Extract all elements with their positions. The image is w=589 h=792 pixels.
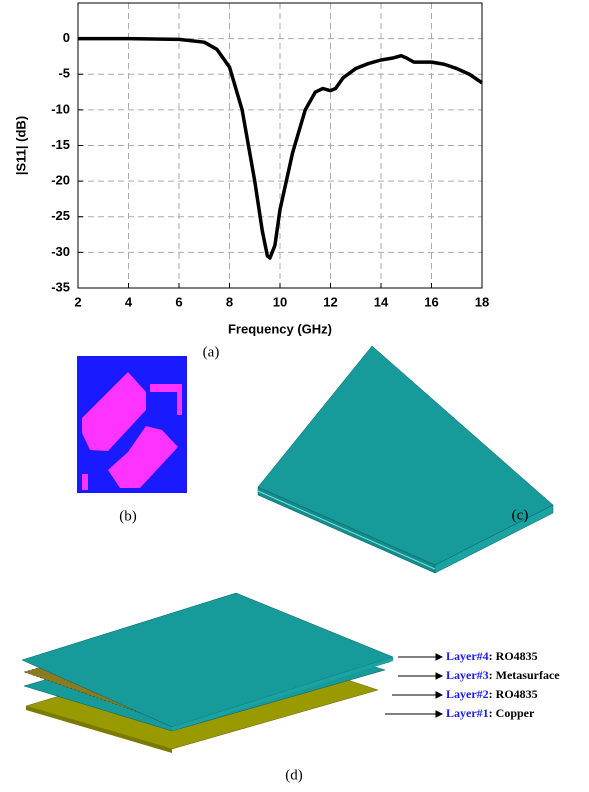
x-tick-label: 18	[475, 294, 489, 309]
x-tick-label: 6	[175, 294, 182, 309]
y-tick-label: -5	[58, 66, 70, 81]
unit-cell	[77, 356, 187, 493]
y-tick-label: -25	[51, 208, 70, 223]
x-tick-label: 8	[226, 294, 233, 309]
layer-label: Layer#2: RO4835	[446, 687, 538, 701]
y-tick-label: -20	[51, 173, 70, 188]
layer-name: Layer#4	[446, 649, 489, 663]
caption: (b)	[119, 508, 137, 524]
x-tick-label: 12	[323, 294, 337, 309]
layer-name: Layer#3	[446, 668, 489, 682]
layer-material: : RO4835	[489, 649, 538, 663]
chart: 2 4 6 8 10 12 14 16 18 0 -5 -10 -15 -20 -25 -30 -35 Frequ…	[13, 3, 489, 336]
x-tick-label: 14	[374, 294, 389, 309]
layer-name: Layer#2	[446, 687, 489, 701]
layer-material: : Copper	[489, 706, 535, 720]
y-tick-label: -30	[51, 244, 70, 259]
y-tick-label: -10	[51, 101, 70, 116]
layer-label: Layer#4: RO4835	[446, 649, 538, 663]
layer-label: Layer#1: Copper	[446, 706, 535, 720]
figure: 2 4 6 8 10 12 14 16 18 0 -5 -10 -15 -20 -25 -30 -35 Frequ…	[0, 0, 589, 792]
x-tick-label: 10	[273, 294, 287, 309]
y-tick-label: -15	[51, 137, 70, 152]
x-tick-label: 16	[424, 294, 438, 309]
x-tick-label: 2	[74, 294, 81, 309]
page: 2 4 6 8 10 12 14 16 18 0 -5 -10 -15 -20 -25 -30 -35 Frequ…	[0, 0, 589, 792]
layer-material: : RO4835	[489, 687, 538, 701]
y-tick-label: -35	[51, 279, 70, 294]
x-axis-label: Frequency (GHz)	[228, 321, 332, 336]
x-tick-label: 4	[125, 294, 133, 309]
caption: (a)	[203, 344, 220, 360]
layer-material: : Metasurface	[489, 668, 561, 682]
caption: (c)	[512, 507, 529, 523]
layer-name: Layer#1	[446, 706, 489, 720]
y-axis-label: |S11| (dB)	[13, 116, 28, 175]
y-tick-label: 0	[63, 30, 70, 45]
slab-3d	[258, 346, 553, 573]
exploded-layers	[22, 593, 442, 753]
layer-label: Layer#3: Metasurface	[446, 668, 560, 682]
caption: (d)	[285, 767, 303, 783]
